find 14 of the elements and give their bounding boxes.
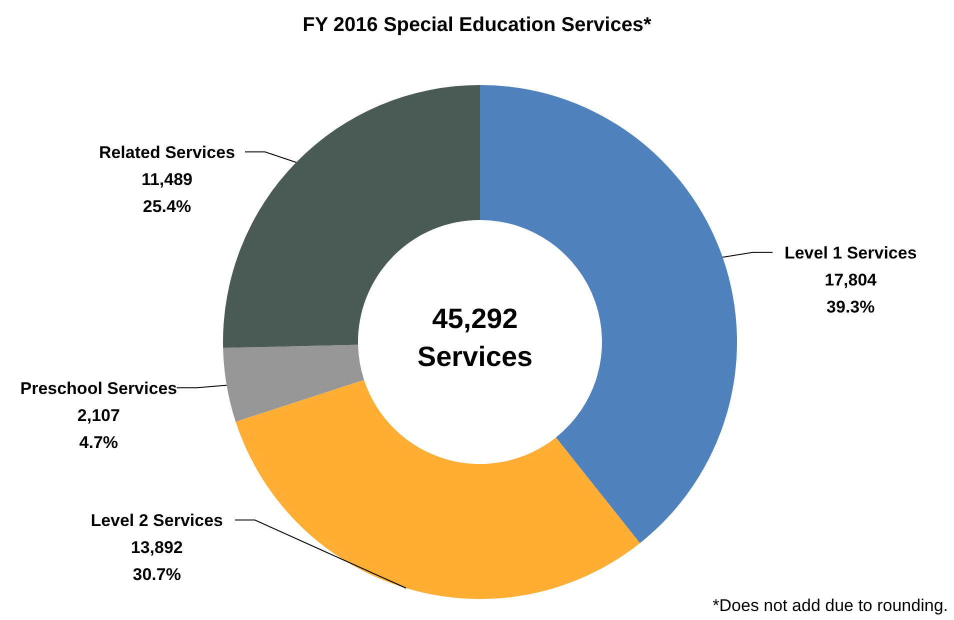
slice-label: Level 1 Services (784, 243, 917, 262)
data-label: 17,804 39.3% (824, 270, 878, 316)
data-label: 11,489 25.4% (141, 170, 193, 216)
text: *Does not add due to rounding. (712, 596, 948, 616)
slice-label: Preschool Services (20, 378, 178, 398)
data-label: 13,892 30.7% (130, 538, 183, 584)
chart-title: FY 2016 Special Education Services* (302, 14, 652, 37)
donut-slice (223, 344, 364, 422)
text: Services (417, 341, 533, 372)
text: 45,292 (432, 303, 518, 334)
data-label: 2,107 4.7% (77, 406, 120, 452)
donut-slice (236, 380, 640, 599)
slice-label: Related Services (98, 142, 236, 162)
slice-label: Level 2 Services (90, 511, 224, 530)
